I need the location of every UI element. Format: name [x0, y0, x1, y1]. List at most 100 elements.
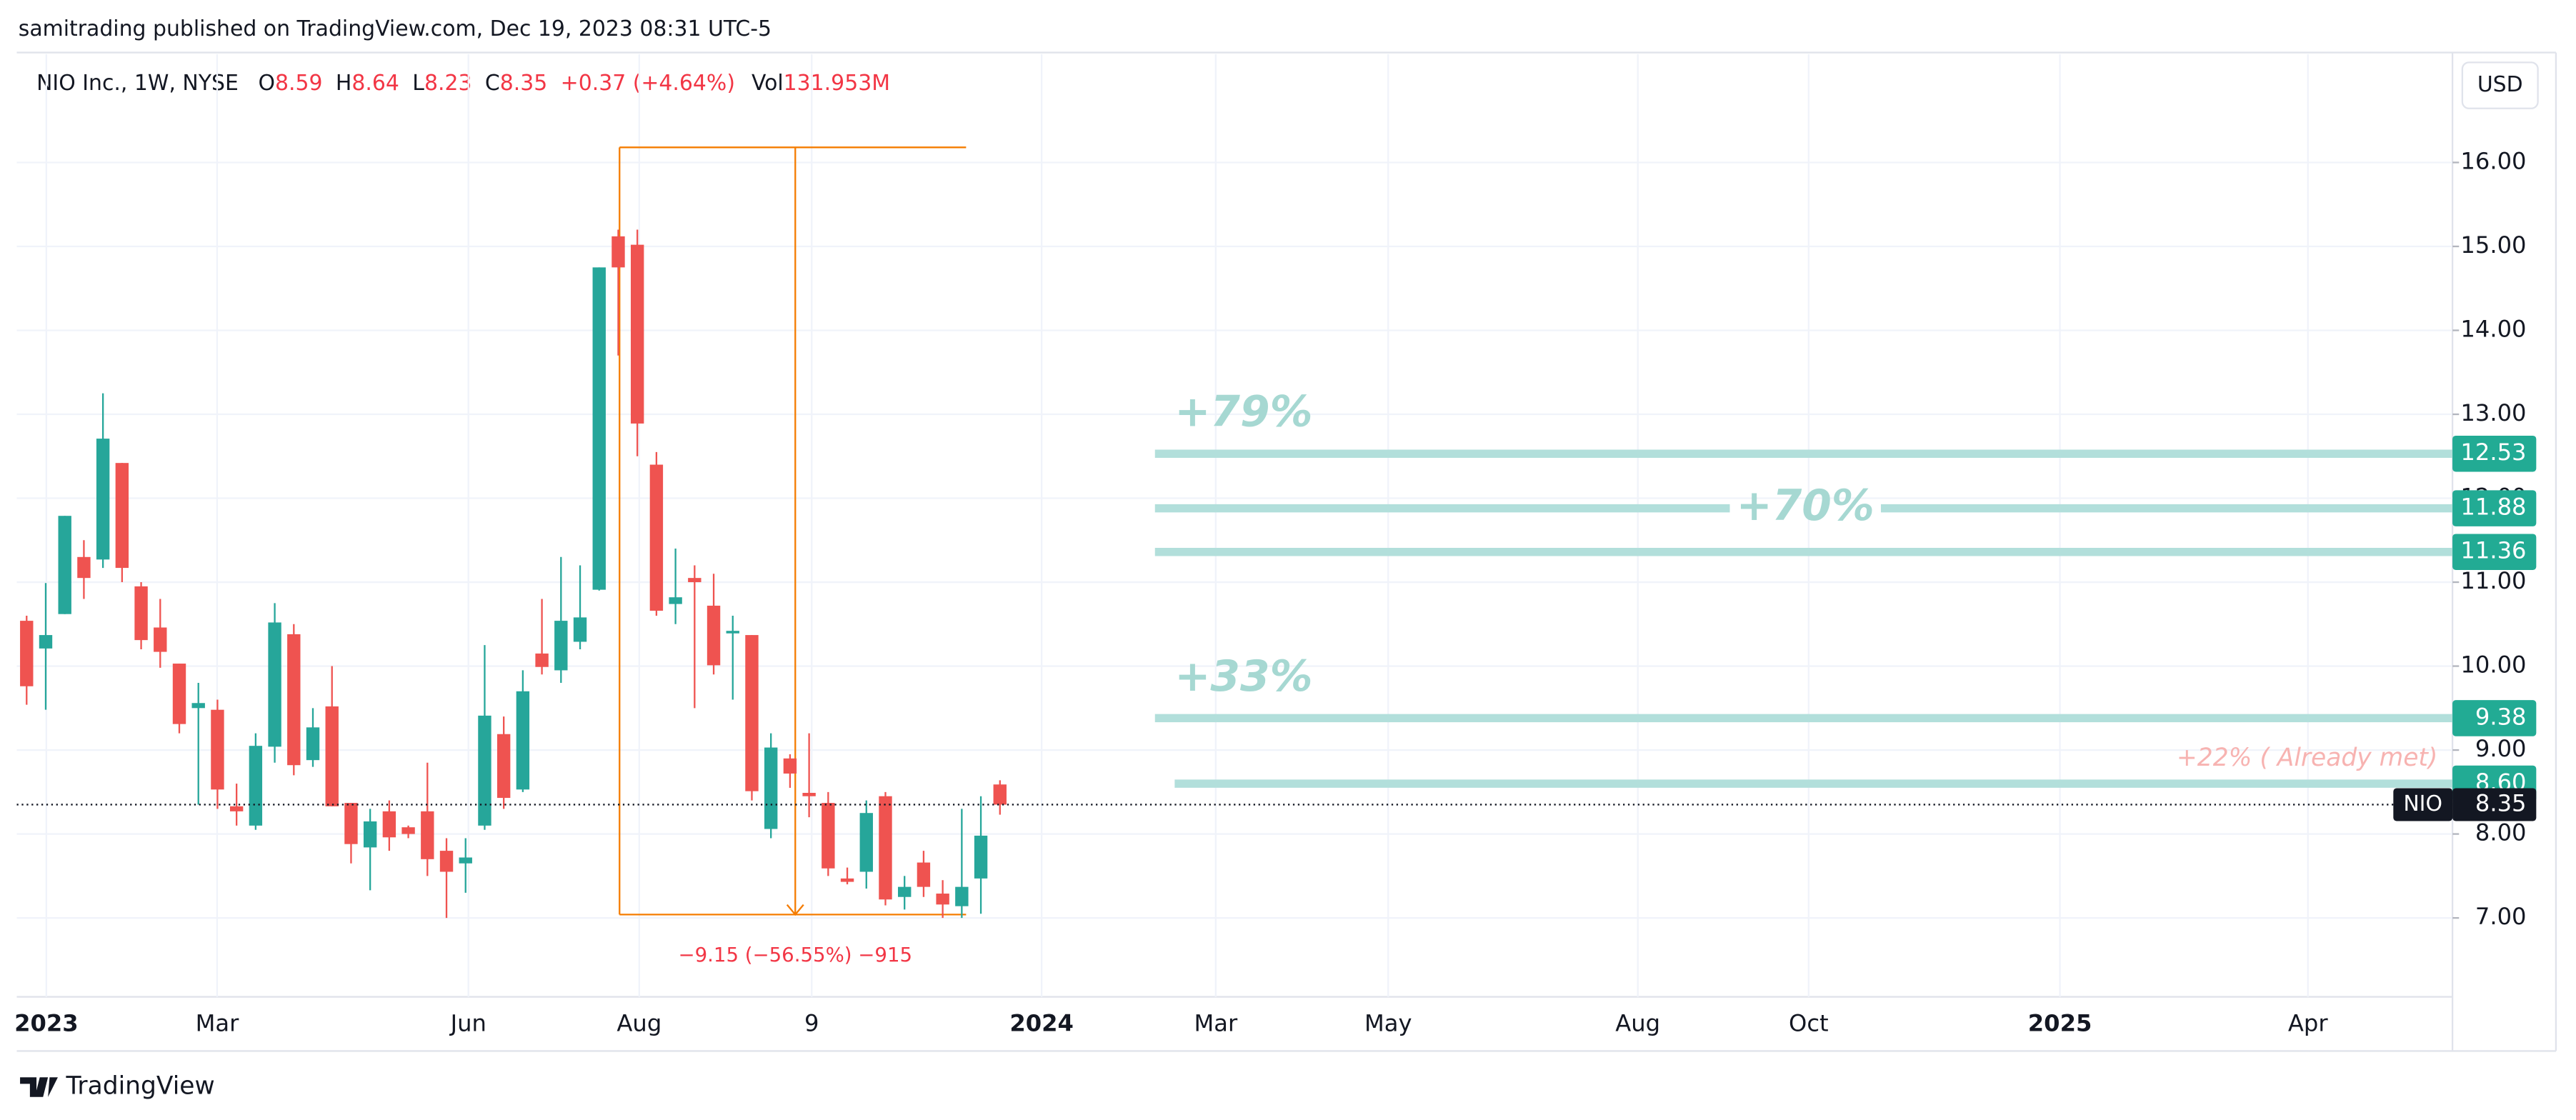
legend-item: 8.35	[500, 71, 548, 96]
legend-item: 8.64	[351, 71, 399, 96]
candle-body	[688, 578, 702, 583]
candle-body	[229, 806, 244, 811]
candle-body	[554, 621, 568, 671]
legend-item: 131.953M	[784, 71, 890, 96]
legend-item: H	[336, 71, 351, 96]
brand-logo	[20, 1077, 58, 1097]
x-tick-label: Aug	[616, 1010, 662, 1037]
candle-body	[726, 631, 739, 634]
candle-body	[802, 793, 816, 796]
currency-box[interactable]	[2461, 61, 2539, 109]
level-label: +70%	[1737, 481, 1874, 531]
candle-body	[172, 664, 186, 724]
level-badge-label: 9.38	[2475, 703, 2527, 730]
candle-body	[211, 709, 224, 790]
candle-body	[268, 622, 281, 747]
candle-body	[306, 727, 320, 761]
x-tick-label: Mar	[1194, 1010, 1237, 1037]
candle-body	[39, 635, 53, 649]
y-tick-label: 13.00	[2460, 399, 2526, 426]
x-tick-label: 2023	[14, 1010, 79, 1037]
level-badge-label: 11.36	[2460, 537, 2526, 564]
candle-body	[974, 835, 988, 879]
y-tick-label: 15.00	[2460, 231, 2526, 259]
candle-body	[745, 635, 759, 791]
x-tick-label: 2024	[1009, 1010, 1074, 1037]
candle-body	[401, 827, 415, 834]
level-badge	[2452, 435, 2537, 472]
legend-item: Vol	[752, 71, 784, 96]
x-tick-label: May	[1364, 1010, 1412, 1037]
level-badge-label: 11.88	[2460, 494, 2526, 521]
y-tick-label: 9.00	[2475, 735, 2527, 762]
measure-arrowhead	[786, 904, 804, 916]
candle-body	[936, 894, 949, 905]
brand: TradingView	[65, 1072, 214, 1101]
candle-body	[783, 758, 797, 774]
last-symbol: NIO	[2403, 791, 2442, 816]
candle-body	[573, 617, 587, 642]
candle-body	[363, 821, 377, 848]
candle-body	[459, 857, 472, 864]
legend: NIO Inc., 1W, NYSE O 8.59 H 8.64 L 8.23 C 8.35 +0…	[36, 71, 890, 96]
candle-body	[287, 634, 301, 766]
y-tick-label: 16.00	[2460, 147, 2526, 174]
candle-body	[840, 878, 854, 882]
candle-body	[478, 715, 491, 826]
publisher: samitrading published on TradingView.com…	[19, 16, 772, 41]
candle-body	[993, 784, 1007, 805]
candle-body	[58, 516, 71, 614]
legend-item: 8.59	[275, 71, 323, 96]
candle-body	[77, 556, 91, 579]
candle-body	[249, 746, 263, 826]
last-badge-symbol	[2393, 788, 2453, 821]
candle-body	[154, 627, 167, 652]
candle-body	[134, 586, 148, 641]
candle-body	[649, 464, 664, 611]
x-tick-label: 2025	[2028, 1010, 2092, 1037]
candle-body	[382, 811, 396, 838]
level-label: +79%	[1174, 388, 1312, 437]
candle-body	[879, 796, 892, 900]
candle-body	[859, 813, 873, 872]
candle-body	[611, 236, 625, 268]
candle-body	[535, 653, 549, 667]
legend-item: +0.37 (+4.64%)	[561, 71, 735, 96]
legend-item: C	[485, 71, 500, 96]
y-tick-label: 10.00	[2460, 651, 2526, 679]
x-tick-label: Mar	[196, 1010, 239, 1037]
y-tick-label: 14.00	[2460, 315, 2526, 342]
candle-body	[917, 862, 931, 887]
level-badge	[2452, 700, 2537, 736]
level-label: +22% ( Already met)	[2177, 744, 2438, 772]
legend-item: NIO Inc., 1W, NYSE	[36, 71, 239, 96]
candle-body	[669, 597, 682, 604]
y-tick-label: 8.00	[2475, 819, 2527, 846]
candle-body	[421, 811, 434, 859]
candle-body	[764, 747, 778, 829]
candle-body	[822, 803, 835, 869]
legend-item: O	[258, 71, 275, 96]
level-label: +33%	[1174, 652, 1312, 701]
candle-body	[630, 244, 644, 424]
currency: USD	[2477, 72, 2523, 97]
level-badge	[2452, 534, 2537, 571]
measure-label: −9.15 (−56.55%) −915	[678, 943, 912, 966]
candle-body	[439, 851, 454, 872]
x-tick-label: Aug	[1615, 1010, 1660, 1037]
candle-body	[191, 703, 205, 709]
candle-body	[325, 706, 339, 806]
candle-body	[707, 605, 721, 666]
candle-body	[115, 463, 129, 569]
last-value: 8.35	[2475, 789, 2527, 816]
legend-item: L	[412, 71, 424, 96]
y-tick-label: 7.00	[2475, 903, 2527, 930]
level-badge-label: 12.53	[2460, 439, 2526, 466]
candle-body	[592, 267, 606, 590]
x-tick-label: Oct	[1789, 1010, 1829, 1037]
candle-body	[898, 886, 912, 897]
x-tick-label: 9	[804, 1010, 819, 1037]
candle-body	[516, 691, 530, 790]
